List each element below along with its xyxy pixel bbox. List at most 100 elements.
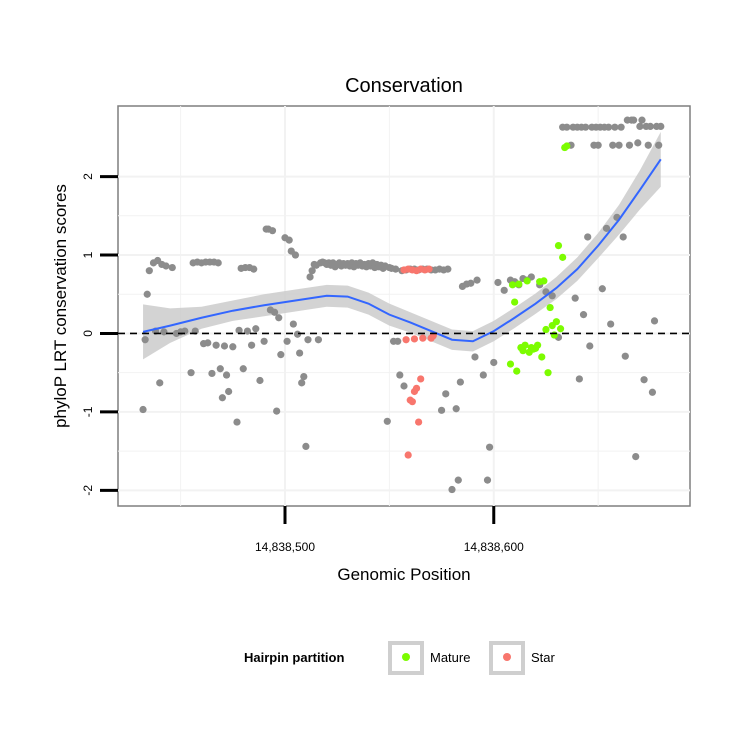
data-point-mature (546, 303, 554, 312)
data-point-star (412, 384, 421, 392)
confidence-band (143, 131, 661, 360)
data-point-other (239, 365, 247, 373)
data-point-mature (552, 318, 560, 326)
data-point-other (243, 327, 252, 335)
data-point-other (248, 341, 256, 349)
data-point-other (214, 259, 222, 267)
data-point-other (615, 141, 623, 149)
x-axis-label: Genomic Position (337, 565, 470, 584)
data-point-other (256, 376, 264, 385)
data-point-other (442, 390, 450, 398)
data-point-mature (538, 353, 546, 361)
data-point-other (630, 116, 638, 124)
data-point-other (632, 452, 640, 461)
data-point-mature (534, 341, 542, 349)
data-point-other (582, 123, 590, 131)
y-tick-label: -2 (81, 485, 95, 496)
data-point-mature (513, 367, 521, 375)
data-point-other (394, 337, 402, 345)
data-point-other (448, 485, 456, 494)
data-point-star (419, 334, 427, 342)
legend-item-star: Star (489, 641, 556, 675)
data-point-other (300, 372, 308, 381)
data-point-other (621, 352, 629, 360)
data-point-other (619, 233, 627, 241)
data-point-star (408, 398, 416, 406)
smooth-trend-line (142, 158, 662, 343)
data-point-other (638, 116, 646, 124)
data-point-other (218, 394, 226, 402)
data-point-other (252, 325, 260, 333)
data-point-other (275, 314, 283, 322)
legend: Hairpin partition Mature Star (244, 641, 556, 675)
data-point-other (298, 379, 306, 387)
data-point-other (233, 418, 241, 426)
data-point-other (467, 279, 475, 287)
data-point-other (494, 278, 502, 287)
data-point-other (437, 406, 446, 414)
data-point-other (162, 262, 170, 270)
data-point-other (456, 378, 464, 386)
data-point-other (636, 122, 644, 130)
data-point-mature (511, 298, 519, 306)
data-point-other (143, 290, 151, 298)
data-point-other (235, 326, 243, 334)
data-point-other (444, 265, 452, 273)
data-point-other (145, 267, 153, 275)
data-point-other (490, 358, 498, 367)
data-point-star (425, 265, 433, 273)
data-point-mature (550, 331, 558, 339)
data-point-mature (508, 281, 517, 289)
data-point-other (212, 341, 220, 349)
data-point-other (479, 371, 487, 379)
data-point-mature (540, 277, 548, 285)
data-point-mature (506, 360, 515, 368)
data-point-other (283, 337, 291, 345)
data-point-other (204, 339, 212, 347)
data-point-other (586, 342, 594, 350)
data-point-other (611, 123, 619, 131)
data-point-mature (519, 347, 527, 355)
legend-label-mature: Mature (430, 650, 470, 665)
data-point-other (598, 285, 606, 293)
data-point-other (222, 371, 231, 379)
data-point-other (270, 308, 279, 316)
data-point-other (168, 263, 176, 272)
data-point-other (644, 141, 652, 149)
data-point-other (634, 139, 642, 147)
data-point-other (139, 405, 147, 414)
x-axis: 14,838,500 14,838,600 (255, 506, 524, 554)
data-point-other (160, 328, 168, 336)
data-point-other (302, 442, 310, 450)
legend-marker-star (503, 653, 511, 661)
data-point-other (156, 379, 164, 387)
data-point-other (471, 353, 479, 361)
data-point-other (187, 369, 195, 377)
data-point-other (604, 123, 613, 131)
data-point-other (250, 265, 258, 273)
data-point-other (657, 122, 665, 130)
x-tick-label: 14,838,600 (464, 540, 524, 554)
data-point-other (208, 369, 216, 378)
data-point-other (296, 349, 304, 357)
data-point-other (383, 417, 391, 425)
smooth-line (142, 158, 662, 343)
data-point-other (607, 320, 615, 328)
data-point-other (260, 337, 268, 345)
legend-title: Hairpin partition (244, 650, 344, 665)
data-point-other (452, 405, 460, 413)
data-point-other (648, 388, 657, 396)
data-point-other (579, 311, 588, 319)
data-point-other (584, 233, 592, 241)
data-point-other (268, 227, 277, 235)
data-point-star (415, 418, 423, 426)
data-point-other (473, 276, 481, 284)
data-point-other (216, 365, 224, 373)
data-point-mature (521, 341, 529, 349)
data-point-other (141, 336, 149, 344)
data-point-other (306, 273, 314, 281)
data-point-star (410, 335, 419, 343)
data-point-other (548, 292, 556, 300)
